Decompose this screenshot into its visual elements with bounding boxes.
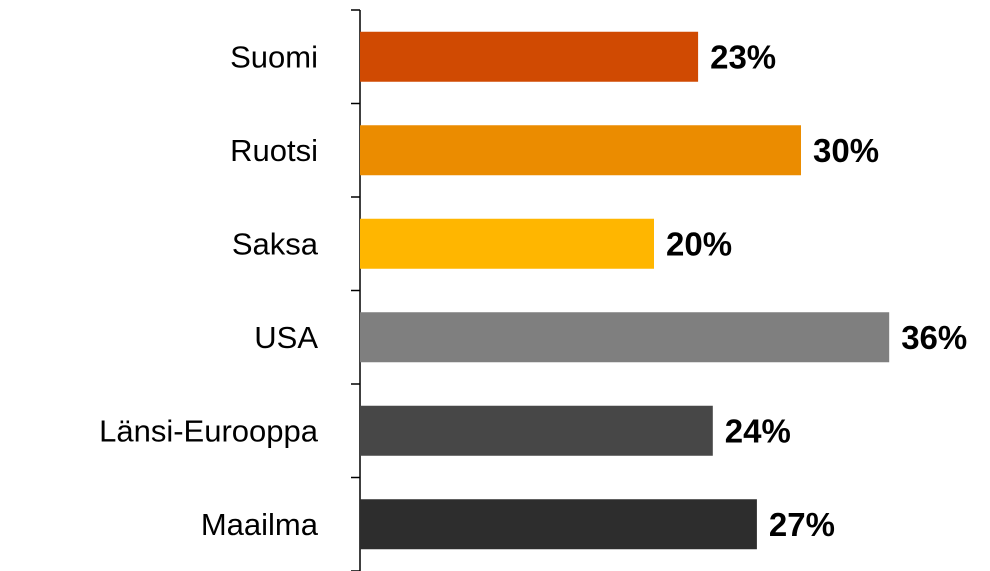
data-label: 36% (901, 319, 967, 356)
bar (360, 405, 713, 456)
category-label: Ruotsi (230, 133, 318, 168)
data-label: 23% (710, 38, 776, 75)
category-label: Suomi (230, 39, 318, 74)
bar (360, 31, 699, 82)
bar (360, 312, 890, 363)
bar (360, 125, 801, 176)
category-label: Maailma (201, 507, 319, 542)
data-label: 27% (769, 506, 835, 543)
category-label: Länsi-Eurooppa (99, 413, 319, 448)
bar (360, 218, 654, 269)
data-label: 24% (725, 412, 791, 449)
data-label: 20% (666, 225, 732, 262)
category-label: Saksa (232, 226, 319, 261)
data-label: 30% (813, 132, 879, 169)
category-label: USA (254, 320, 318, 355)
bar (360, 499, 757, 550)
